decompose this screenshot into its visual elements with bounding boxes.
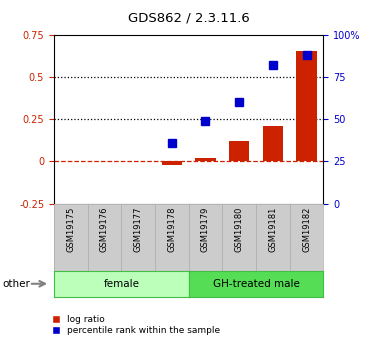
Bar bbox=[162, 161, 182, 165]
Text: GDS862 / 2.3.11.6: GDS862 / 2.3.11.6 bbox=[128, 11, 249, 24]
Text: GSM19177: GSM19177 bbox=[134, 207, 142, 253]
Text: GSM19178: GSM19178 bbox=[167, 207, 176, 253]
Text: GSM19175: GSM19175 bbox=[66, 207, 75, 252]
Text: GSM19182: GSM19182 bbox=[302, 207, 311, 252]
Bar bbox=[229, 141, 249, 161]
Bar bbox=[296, 51, 316, 161]
Text: GH-treated male: GH-treated male bbox=[213, 279, 300, 289]
Bar bbox=[263, 126, 283, 161]
Text: GSM19180: GSM19180 bbox=[235, 207, 244, 252]
Text: GSM19176: GSM19176 bbox=[100, 207, 109, 253]
Bar bbox=[196, 158, 216, 161]
Text: female: female bbox=[103, 279, 139, 289]
Text: GSM19179: GSM19179 bbox=[201, 207, 210, 252]
Text: other: other bbox=[2, 279, 30, 289]
Text: GSM19181: GSM19181 bbox=[268, 207, 277, 252]
Legend: log ratio, percentile rank within the sample: log ratio, percentile rank within the sa… bbox=[43, 312, 224, 339]
